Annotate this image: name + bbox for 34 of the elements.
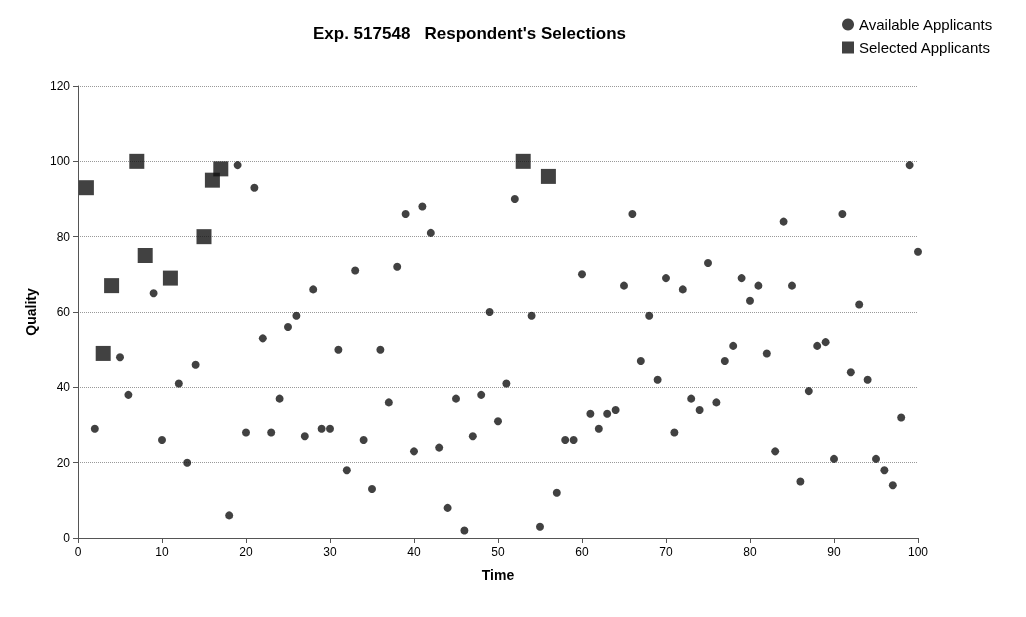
x-tick-label: 20 bbox=[239, 545, 253, 559]
y-tick-label: 100 bbox=[49, 154, 71, 169]
y-tick-label: 0 bbox=[63, 531, 71, 545]
x-tick-label: 40 bbox=[407, 545, 421, 559]
x-tick-label: 50 bbox=[491, 545, 505, 559]
point bbox=[95, 345, 111, 361]
x-tick-label: 30 bbox=[323, 545, 337, 559]
point bbox=[78, 180, 94, 196]
x-axis-title: Time bbox=[481, 567, 515, 583]
point bbox=[204, 172, 220, 188]
x-tick-label: 100 bbox=[907, 545, 929, 559]
point bbox=[540, 168, 556, 184]
y-axis-title: Quality bbox=[23, 288, 39, 336]
y-tick-label: 120 bbox=[49, 79, 71, 93]
point bbox=[162, 270, 178, 286]
legend-label: Available Applicants bbox=[859, 16, 993, 33]
point bbox=[129, 153, 145, 169]
chart-title: Exp. 517548 Respondent's Selections bbox=[313, 24, 626, 43]
y-tick-label: 60 bbox=[56, 305, 71, 319]
y-tick-label: 80 bbox=[56, 229, 71, 244]
point bbox=[137, 248, 153, 263]
x-tick-label: 60 bbox=[575, 545, 589, 559]
point bbox=[104, 278, 120, 294]
point bbox=[196, 229, 212, 245]
x-tick-label: 70 bbox=[659, 545, 673, 559]
x-tick-label: 10 bbox=[155, 545, 169, 559]
x-tick-label: 90 bbox=[827, 545, 841, 559]
y-tick-label: 40 bbox=[56, 380, 71, 395]
legend-label: Selected Applicants bbox=[859, 39, 990, 56]
x-tick-label: 80 bbox=[743, 545, 757, 559]
point bbox=[213, 161, 229, 177]
x-tick-label: 0 bbox=[74, 545, 82, 559]
y-tick-label: 20 bbox=[56, 455, 71, 470]
point bbox=[515, 153, 531, 169]
